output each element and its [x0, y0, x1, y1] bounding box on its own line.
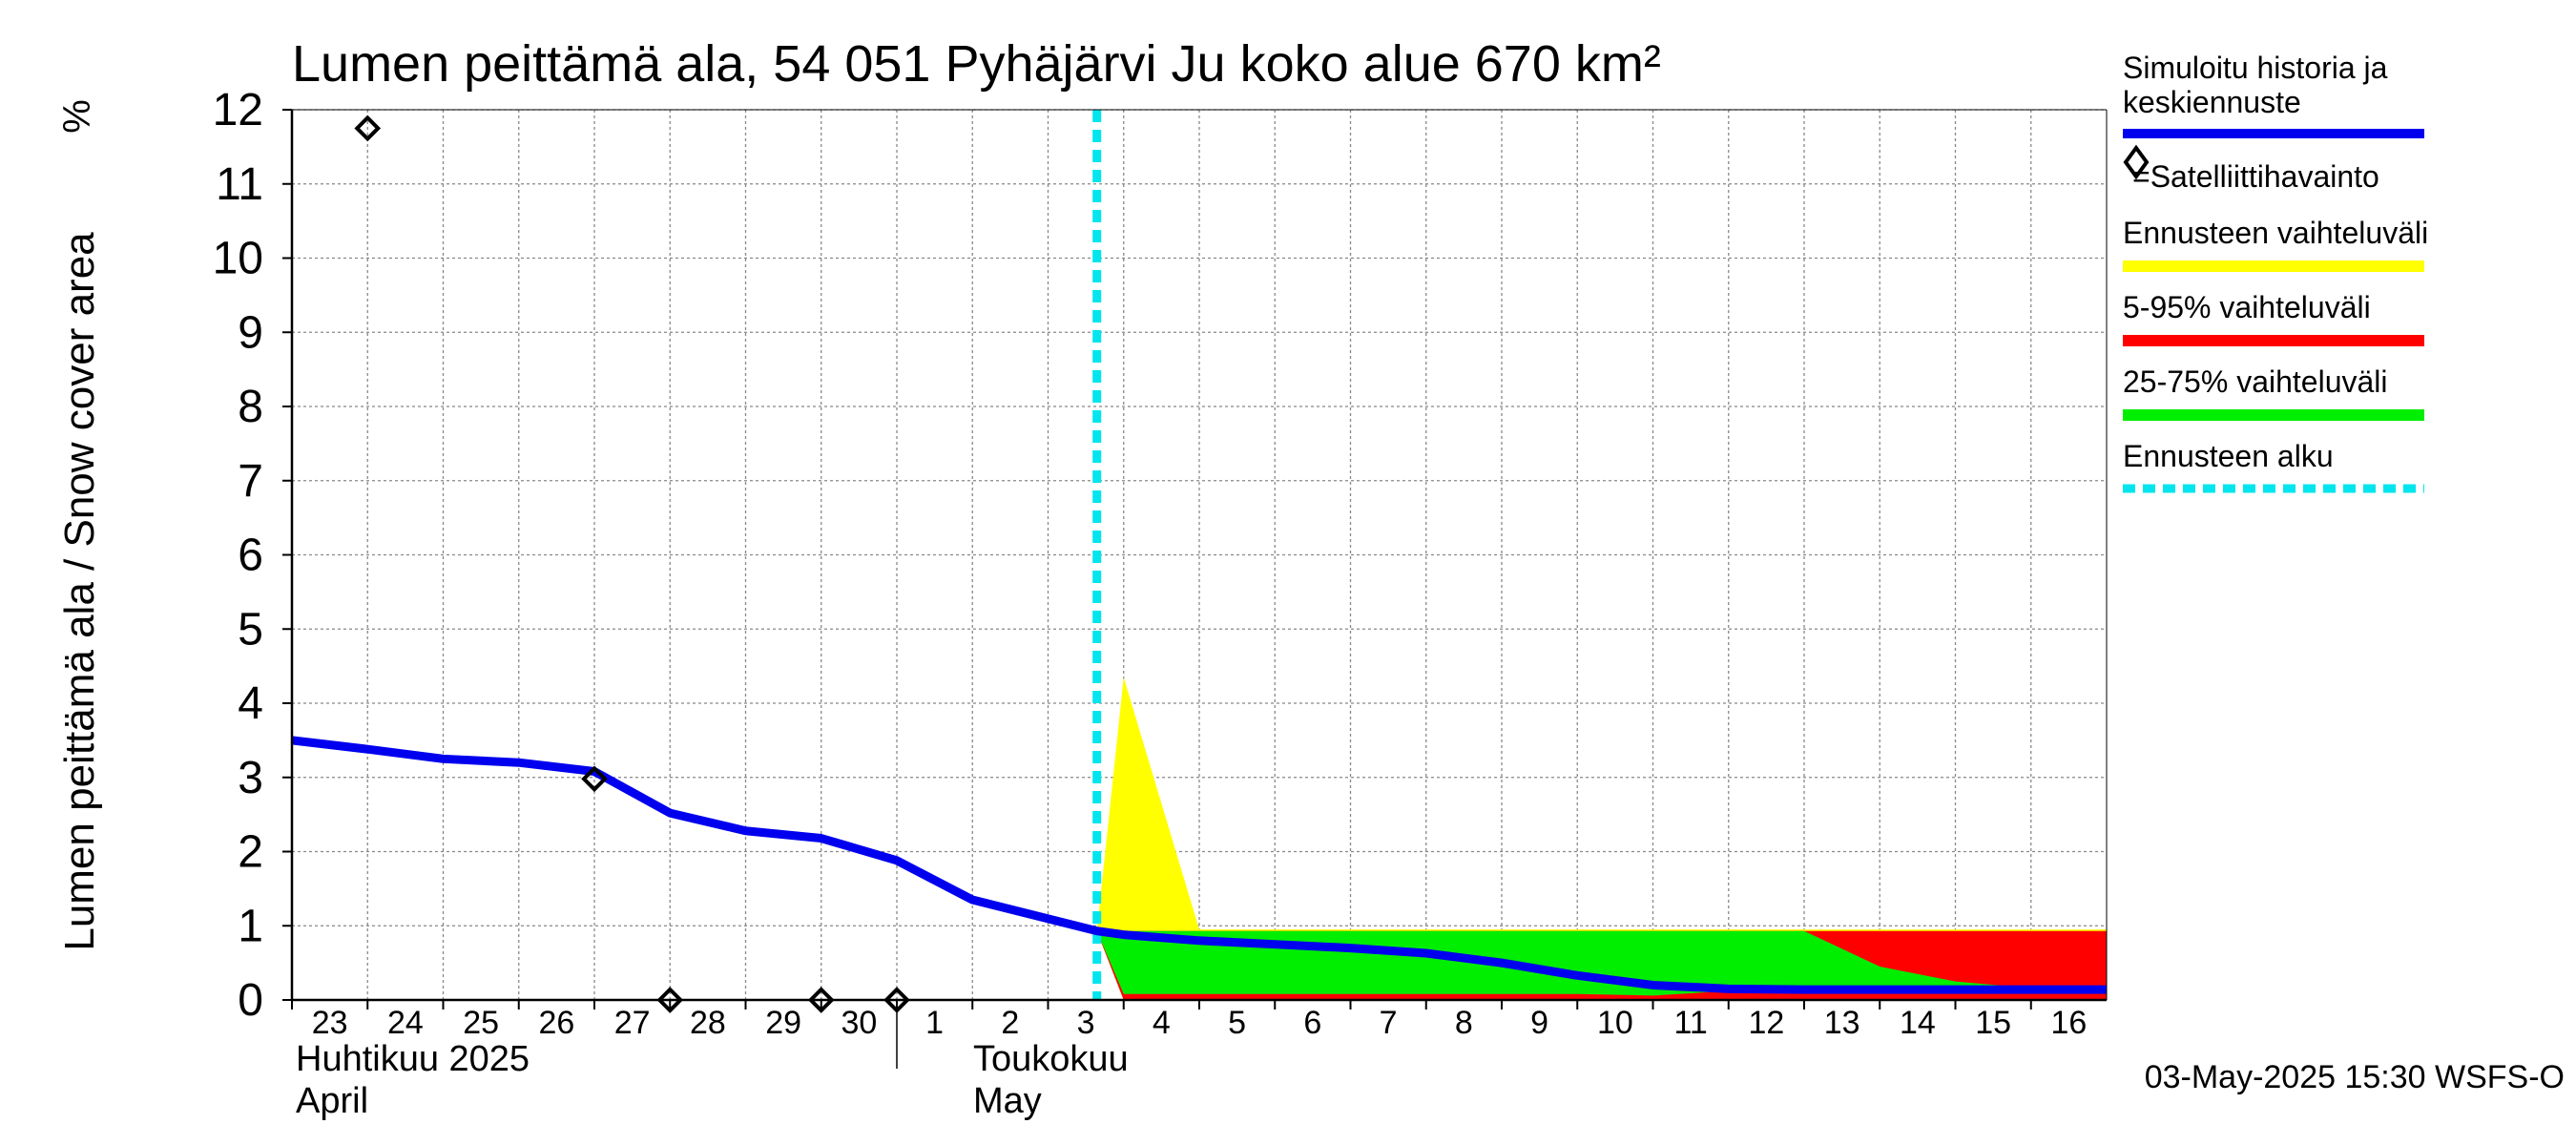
- x-tick-label: 27: [614, 1005, 651, 1041]
- satellite-observation-marker: [656, 987, 684, 1013]
- month-label-fi: Toukokuu: [973, 1039, 1129, 1079]
- x-tick-label: 30: [841, 1005, 877, 1041]
- x-tick-label: 23: [312, 1005, 348, 1041]
- x-tick-label: 3: [1077, 1005, 1095, 1041]
- legend-label-forecast-range: Ennusteen vaihteluväli: [2123, 216, 2428, 250]
- timestamp: 03-May-2025 15:30 WSFS-O: [2145, 1059, 2565, 1095]
- x-tick-label: 2: [1001, 1005, 1019, 1041]
- y-tick-label: 2: [238, 827, 263, 878]
- y-tick-label: 10: [213, 234, 263, 284]
- legend-label-satellite: =Satelliittihavainto: [2132, 159, 2379, 194]
- x-tick-label: 15: [1975, 1005, 2011, 1041]
- y-tick-label: 11: [216, 159, 263, 210]
- satellite-observation-marker: [807, 987, 835, 1013]
- legend-swatch-satellite: [2123, 144, 2150, 180]
- y-tick-label: 9: [238, 307, 263, 358]
- x-tick-label: 25: [463, 1005, 499, 1041]
- legend-label-simulated: Simuloitu historia ja: [2123, 51, 2388, 85]
- x-tick-label: 16: [2050, 1005, 2087, 1041]
- simulated-line: [291, 736, 2107, 994]
- y-axis-unit: %: [56, 99, 98, 134]
- x-tick-label: 1: [925, 1005, 944, 1041]
- satellite-observation-marker: [581, 765, 608, 793]
- chart-title: Lumen peittämä ala, 54 051 Pyhäjärvi Ju …: [292, 35, 1661, 93]
- y-tick-label: 7: [238, 456, 263, 507]
- y-tick-label: 1: [238, 901, 263, 951]
- y-tick-label: 8: [238, 382, 263, 432]
- legend-label-forecast-start: Ennusteen alku: [2123, 439, 2334, 473]
- x-tick-label: 13: [1824, 1005, 1860, 1041]
- legend-label-5-95: 5-95% vaihteluväli: [2123, 290, 2371, 324]
- x-tick-label: 26: [538, 1005, 574, 1041]
- x-tick-label: 6: [1303, 1005, 1321, 1041]
- y-tick-label: 5: [238, 604, 263, 655]
- x-tick-label: 24: [387, 1005, 424, 1041]
- x-tick-label: 10: [1597, 1005, 1633, 1041]
- x-tick-label: 4: [1153, 1005, 1171, 1041]
- x-tick-label: 9: [1530, 1005, 1548, 1041]
- x-tick-label: 14: [1900, 1005, 1936, 1041]
- y-tick-label: 0: [238, 975, 263, 1026]
- x-tick-label: 11: [1673, 1005, 1707, 1041]
- y-tick-label: 12: [213, 85, 263, 135]
- satellite-observation-marker: [354, 114, 382, 142]
- month-label-fi: Huhtikuu 2025: [296, 1039, 530, 1079]
- y-axis-label: Lumen peittämä ala / Snow cover area: [56, 232, 103, 951]
- x-tick-label: 8: [1455, 1005, 1473, 1041]
- legend-label-25-75: 25-75% vaihteluväli: [2123, 364, 2388, 399]
- x-tick-label: 12: [1748, 1005, 1784, 1041]
- x-tick-label: 5: [1228, 1005, 1246, 1041]
- month-label-en: May: [973, 1081, 1042, 1121]
- month-label-en: April: [296, 1081, 368, 1121]
- x-tick-label: 28: [690, 1005, 726, 1041]
- x-tick-label: 7: [1380, 1005, 1398, 1041]
- y-tick-label: 3: [238, 753, 263, 803]
- legend-label-simulated-2: keskiennuste: [2123, 85, 2301, 119]
- x-tick-label: 29: [765, 1005, 801, 1041]
- y-tick-label: 4: [238, 678, 263, 729]
- y-tick-label: 6: [238, 531, 263, 581]
